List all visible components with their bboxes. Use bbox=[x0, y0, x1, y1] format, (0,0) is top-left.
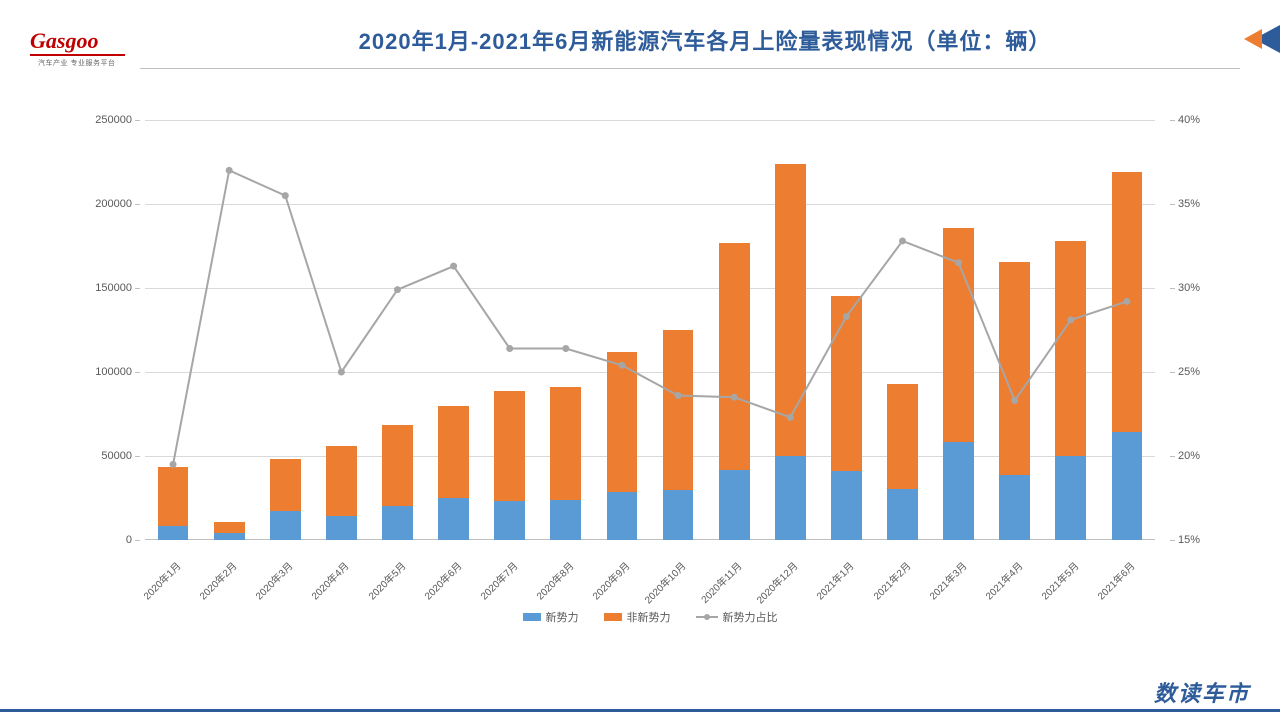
legend-line-icon bbox=[696, 612, 718, 622]
footer-brand: 数读车市 bbox=[1154, 676, 1250, 708]
y-axis-right: 15%20%25%30%35%40% bbox=[1170, 120, 1230, 540]
x-tick-label: 2021年5月 bbox=[1037, 558, 1081, 602]
x-tick-label: 2020年2月 bbox=[195, 558, 239, 602]
legend-item: 新势力占比 bbox=[696, 609, 778, 625]
x-tick-label: 2020年5月 bbox=[364, 558, 408, 602]
legend-label: 非新势力 bbox=[627, 609, 671, 625]
gasgoo-logo: Gasgoo 汽车产业 专业服务平台 bbox=[30, 20, 130, 60]
x-axis: 2020年1月2020年2月2020年3月2020年4月2020年5月2020年… bbox=[145, 550, 1155, 610]
y-right-tick: 40% bbox=[1178, 114, 1200, 126]
x-tick-label: 2020年11月 bbox=[697, 558, 745, 606]
x-tick-label: 2020年4月 bbox=[308, 558, 352, 602]
x-tick-label: 2021年3月 bbox=[925, 558, 969, 602]
y-right-tick: 20% bbox=[1178, 450, 1200, 462]
y-right-tick: 35% bbox=[1178, 198, 1200, 210]
legend-item: 非新势力 bbox=[604, 609, 671, 625]
legend-swatch-icon bbox=[523, 613, 541, 621]
x-tick-label: 2020年8月 bbox=[532, 558, 576, 602]
y-right-tick: 15% bbox=[1178, 534, 1200, 546]
y-left-tick: 150000 bbox=[72, 282, 132, 294]
chart-legend: 新势力 非新势力 新势力占比 bbox=[70, 609, 1230, 625]
x-tick-label: 2020年6月 bbox=[420, 558, 464, 602]
y-left-tick: 100000 bbox=[72, 366, 132, 378]
logo-text: Gasgoo bbox=[30, 28, 98, 54]
chart-area: 0 50000 100000 150000 200000 250000 15% 20% 25%… bbox=[70, 95, 1230, 615]
x-tick-label: 2020年7月 bbox=[476, 558, 520, 602]
x-tick-label: 2021年6月 bbox=[1093, 558, 1137, 602]
x-tick-label: 2020年9月 bbox=[588, 558, 632, 602]
legend-label: 新势力 bbox=[546, 609, 579, 625]
legend-label: 新势力占比 bbox=[723, 609, 778, 625]
y-left-tick: 50000 bbox=[72, 450, 132, 462]
x-tick-label: 2021年2月 bbox=[869, 558, 913, 602]
header: Gasgoo 汽车产业 专业服务平台 2020年1月-2021年6月新能源汽车各… bbox=[0, 0, 1280, 68]
chart-plot bbox=[145, 120, 1155, 540]
legend-swatch-icon bbox=[604, 613, 622, 621]
y-left-tick: 200000 bbox=[72, 198, 132, 210]
y-right-tick: 30% bbox=[1178, 282, 1200, 294]
line-series bbox=[145, 120, 1155, 540]
y-right-tick: 25% bbox=[1178, 366, 1200, 378]
x-tick-label: 2021年1月 bbox=[813, 558, 857, 602]
x-tick-label: 2021年4月 bbox=[981, 558, 1025, 602]
logo-underline bbox=[30, 54, 125, 56]
chart-title: 2020年1月-2021年6月新能源汽车各月上险量表现情况（单位：辆） bbox=[170, 24, 1240, 56]
y-left-tick: 0 bbox=[72, 534, 132, 546]
corner-decoration-icon bbox=[1236, 25, 1280, 53]
x-tick-label: 2020年12月 bbox=[753, 558, 801, 606]
x-tick-label: 2020年3月 bbox=[251, 558, 295, 602]
y-left-tick: 250000 bbox=[72, 114, 132, 126]
legend-item: 新势力 bbox=[523, 609, 579, 625]
footer-line bbox=[0, 709, 1280, 712]
y-axis-left: 050000100000150000200000250000 bbox=[70, 120, 140, 540]
x-tick-label: 2020年10月 bbox=[640, 558, 688, 606]
logo-subtext: 汽车产业 专业服务平台 bbox=[38, 58, 115, 68]
x-tick-label: 2020年1月 bbox=[139, 558, 183, 602]
header-divider bbox=[140, 68, 1240, 69]
